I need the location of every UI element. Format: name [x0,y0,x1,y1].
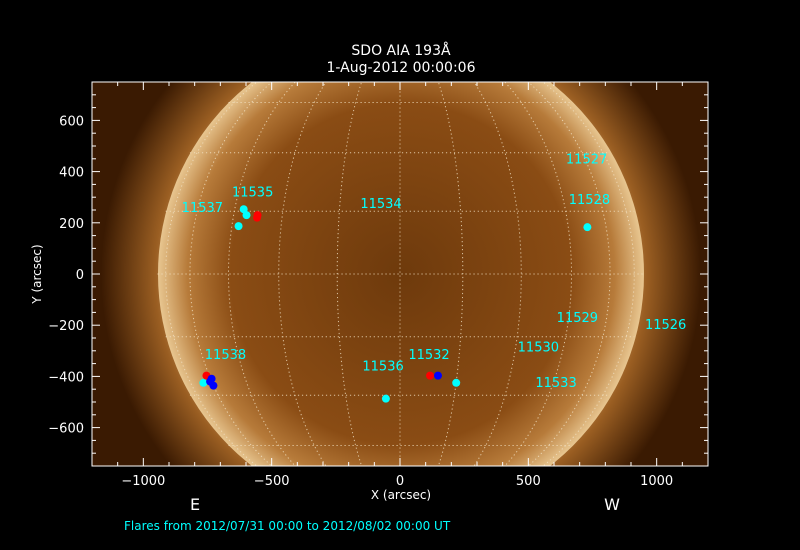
heliographic-grid [157,82,643,466]
region-label: 11537 [182,201,223,216]
x-axis-label: X (arcsec) [371,488,431,502]
region-label: 11535 [232,185,273,200]
y-tick-label: 0 [76,268,84,283]
east-label: E [190,495,200,514]
x-tick-label: −1000 [121,474,165,489]
y-tick-label: 600 [59,114,84,129]
y-tick-label: −200 [48,319,84,334]
west-label: W [604,495,620,514]
x-tick-label: −500 [254,474,290,489]
longitude-line [437,82,464,466]
flare-marker [583,223,592,232]
chart-subtitle: 1-Aug-2012 00:00:06 [327,60,476,76]
longitude-line [336,82,363,466]
region-label: 11534 [360,197,401,212]
solar-disk [158,82,644,466]
y-tick-label: −600 [48,422,84,437]
region-label: 11527 [566,152,607,167]
y-tick-label: −400 [48,370,84,385]
flare-period-footer: Flares from 2012/07/31 00:00 to 2012/08/… [124,519,451,533]
region-label: 11533 [535,376,576,391]
flare-marker [433,371,442,380]
y-tick-label: 400 [59,166,84,181]
region-label: 11532 [408,348,449,363]
y-tick-label: 200 [59,217,84,232]
chart-title: SDO AIA 193Å [351,42,451,59]
flare-marker [234,222,243,231]
region-label: 11528 [569,193,610,208]
flare-marker [426,371,435,380]
x-tick-label: 500 [516,474,541,489]
flare-marker [206,377,215,386]
flare-marker [381,394,390,403]
region-label: 11529 [557,311,598,326]
x-tick-label: 1000 [640,474,673,489]
region-label: 11530 [518,341,559,356]
flare-marker [452,378,461,387]
x-tick-label: 0 [396,474,404,489]
flare-marker [253,213,262,222]
region-label: 11538 [205,348,246,363]
y-axis-label: Y (arcsec) [30,244,44,304]
region-label: 11526 [645,318,686,333]
region-label: 11536 [362,360,403,375]
flare-marker [242,211,251,220]
flare-marker [199,378,208,387]
